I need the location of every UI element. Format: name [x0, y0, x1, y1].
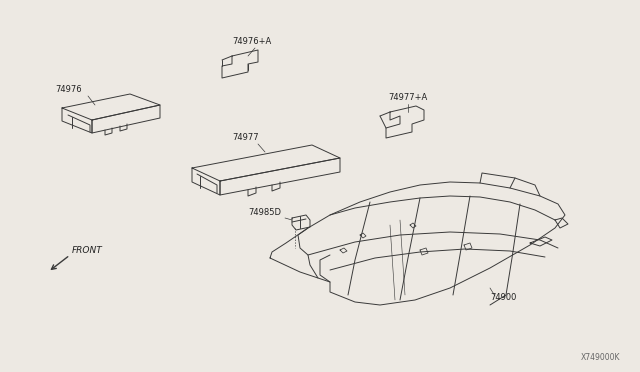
Text: 74977: 74977	[232, 133, 259, 142]
Text: 74900: 74900	[490, 293, 516, 302]
Text: 74977+A: 74977+A	[388, 93, 428, 102]
Text: 74985D: 74985D	[248, 208, 281, 217]
Text: 74976: 74976	[55, 85, 82, 94]
Text: X749000K: X749000K	[580, 353, 620, 362]
Text: 74976+A: 74976+A	[232, 37, 271, 46]
Text: FRONT: FRONT	[72, 246, 103, 254]
